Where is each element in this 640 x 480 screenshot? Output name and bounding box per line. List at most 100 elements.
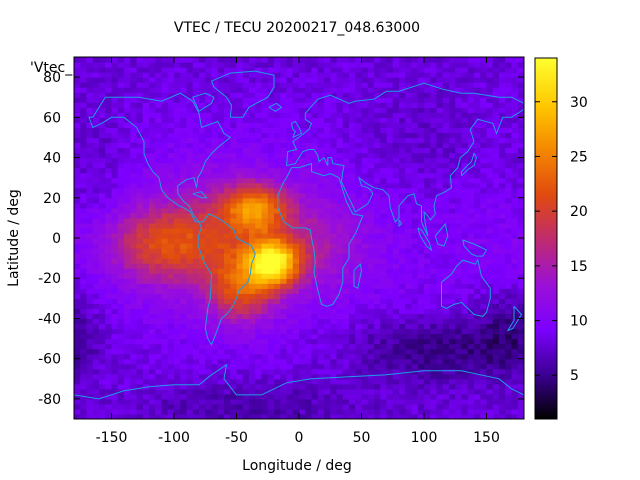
heatmap-cell: [430, 152, 438, 159]
heatmap-cell: [492, 373, 500, 380]
heatmap-cell: [336, 167, 344, 174]
heatmap-cell: [161, 393, 169, 400]
heatmap-cell: [355, 157, 363, 164]
heatmap-cell: [155, 253, 163, 259]
heatmap-cell: [74, 358, 81, 365]
heatmap-cell: [361, 167, 369, 174]
heatmap-cell: [267, 343, 275, 350]
heatmap-cell: [180, 248, 188, 254]
heatmap-cell: [474, 212, 481, 219]
heatmap-cell: [324, 62, 331, 68]
heatmap-cell: [267, 117, 275, 123]
heatmap-cell: [442, 127, 450, 134]
heatmap-cell: [174, 398, 181, 405]
heatmap-cell: [480, 288, 488, 294]
heatmap-cell: [261, 87, 269, 93]
heatmap-cell: [224, 258, 231, 264]
heatmap-cell: [380, 117, 388, 123]
heatmap-cell: [224, 67, 231, 73]
heatmap-cell: [267, 258, 275, 264]
heatmap-cell: [424, 313, 431, 320]
heatmap-cell: [467, 283, 475, 289]
heatmap-cell: [380, 278, 388, 284]
heatmap-cell: [255, 383, 263, 390]
heatmap-cell: [142, 112, 150, 118]
heatmap-cell: [324, 298, 331, 304]
heatmap-cell: [286, 87, 294, 93]
heatmap-cell: [417, 137, 425, 144]
heatmap-cell: [255, 283, 263, 289]
heatmap-cell: [330, 212, 338, 219]
heatmap-cell: [317, 398, 325, 405]
heatmap-cell: [492, 192, 500, 199]
heatmap-cell: [255, 268, 263, 274]
heatmap-cell: [74, 308, 81, 315]
heatmap-cell: [167, 413, 175, 419]
heatmap-cell: [130, 278, 138, 284]
heatmap-cell: [274, 398, 281, 405]
heatmap-cell: [174, 112, 181, 118]
heatmap-cell: [99, 393, 106, 400]
heatmap-cell: [299, 298, 306, 304]
heatmap-cell: [274, 298, 281, 304]
heatmap-cell: [392, 187, 400, 194]
heatmap-cell: [124, 107, 131, 113]
heatmap-cell: [130, 217, 138, 224]
heatmap-cell: [80, 308, 88, 315]
heatmap-cell: [249, 308, 256, 315]
heatmap-cell: [317, 303, 325, 309]
heatmap-cell: [230, 167, 238, 174]
heatmap-cell: [449, 328, 456, 335]
heatmap-cell: [217, 338, 225, 345]
heatmap-cell: [442, 353, 450, 360]
heatmap-cell: [392, 288, 400, 294]
heatmap-cell: [255, 323, 263, 330]
heatmap-cell: [124, 278, 131, 284]
heatmap-cell: [199, 147, 206, 154]
heatmap-cell: [349, 122, 356, 128]
heatmap-cell: [124, 152, 131, 159]
heatmap-cell: [392, 182, 400, 189]
heatmap-cell: [136, 383, 144, 390]
heatmap-cell: [392, 77, 400, 83]
heatmap-cell: [424, 72, 431, 78]
heatmap-cell: [449, 117, 456, 123]
heatmap-cell: [417, 227, 425, 234]
heatmap-cell: [311, 177, 319, 184]
heatmap-cell: [336, 263, 344, 269]
heatmap-cell: [136, 97, 144, 103]
heatmap-cell: [230, 82, 238, 88]
heatmap-cell: [74, 167, 81, 174]
heatmap-cell: [386, 162, 394, 169]
heatmap-cell: [105, 303, 113, 309]
heatmap-cell: [105, 132, 113, 139]
heatmap-cell: [242, 298, 250, 304]
heatmap-cell: [361, 368, 369, 375]
heatmap-cell: [105, 197, 113, 204]
heatmap-cell: [86, 408, 94, 415]
heatmap-cell: [180, 172, 188, 179]
heatmap-cell: [449, 197, 456, 204]
heatmap-cell: [367, 298, 375, 304]
heatmap-cell: [136, 222, 144, 229]
heatmap-cell: [467, 338, 475, 345]
heatmap-cell: [399, 112, 406, 118]
heatmap-cell: [80, 57, 88, 63]
heatmap-cell: [230, 288, 238, 294]
heatmap-cell: [255, 258, 263, 264]
heatmap-cell: [111, 197, 119, 204]
heatmap-cell: [274, 137, 281, 144]
heatmap-cell: [130, 197, 138, 204]
heatmap-cell: [449, 278, 456, 284]
heatmap-cell: [124, 62, 131, 68]
heatmap-cell: [324, 323, 331, 330]
heatmap-cell: [167, 112, 175, 118]
heatmap-cell: [186, 253, 194, 259]
heatmap-cell: [449, 273, 456, 279]
heatmap-cell: [292, 192, 300, 199]
heatmap-cell: [130, 72, 138, 78]
heatmap-cell: [180, 348, 188, 355]
heatmap-cell: [449, 323, 456, 330]
heatmap-cell: [417, 408, 425, 415]
heatmap-cell: [424, 358, 431, 365]
